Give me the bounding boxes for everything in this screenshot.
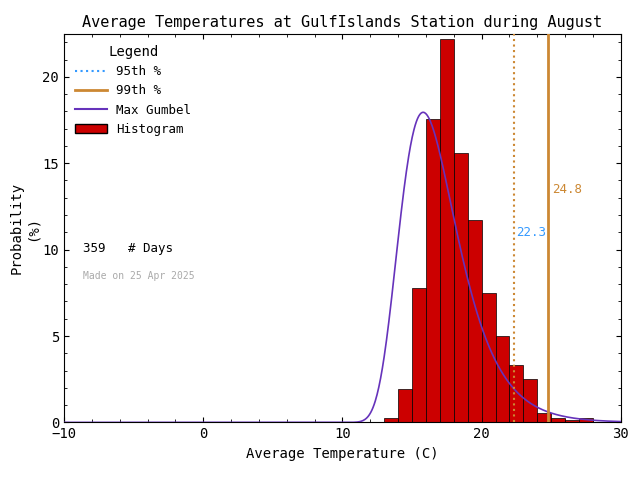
Title: Average Temperatures at GulfIslands Station during August: Average Temperatures at GulfIslands Stat…: [83, 15, 602, 30]
Bar: [454, 153, 468, 422]
Legend: 95th %, 99th %, Max Gumbel, Histogram: 95th %, 99th %, Max Gumbel, Histogram: [70, 40, 196, 141]
Bar: [565, 420, 579, 422]
Bar: [398, 389, 412, 422]
Text: 22.3: 22.3: [516, 226, 547, 239]
Bar: [440, 39, 454, 422]
Bar: [509, 365, 524, 422]
Bar: [426, 119, 440, 422]
Bar: [495, 336, 509, 422]
Y-axis label: Probability
(%): Probability (%): [10, 182, 40, 274]
Text: Made on 25 Apr 2025: Made on 25 Apr 2025: [83, 271, 195, 281]
Bar: [538, 413, 551, 422]
Text: 24.8: 24.8: [552, 182, 582, 196]
Bar: [524, 379, 538, 422]
Bar: [412, 288, 426, 422]
Bar: [551, 418, 565, 422]
Text: 359   # Days: 359 # Days: [83, 241, 173, 254]
Bar: [384, 418, 398, 422]
X-axis label: Average Temperature (C): Average Temperature (C): [246, 447, 438, 461]
Bar: [481, 293, 495, 422]
Bar: [579, 418, 593, 422]
Bar: [468, 220, 482, 422]
